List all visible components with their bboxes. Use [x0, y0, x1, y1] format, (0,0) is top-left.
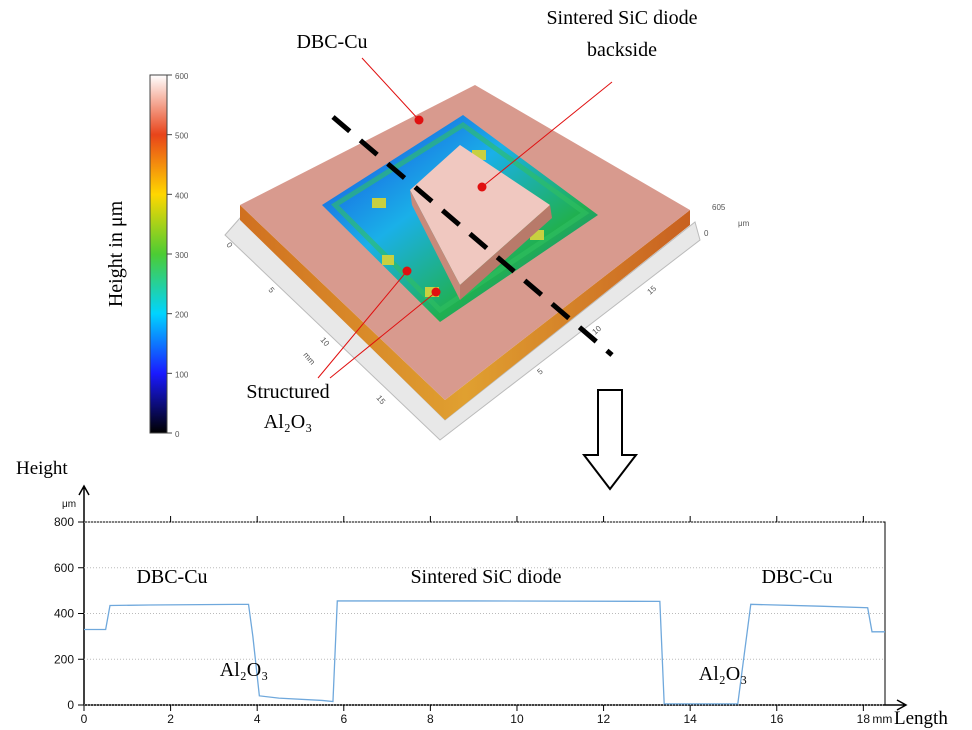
- y-axis-title: Height: [16, 458, 68, 479]
- y-tick-label: 200: [175, 311, 189, 320]
- page: DBC-Cu Sintered SiC diode backside Struc…: [0, 0, 972, 730]
- annotation: Al₂O₃: [699, 663, 747, 685]
- y-tick-label: 0: [67, 698, 74, 712]
- surface-axis-label: 15: [374, 394, 387, 407]
- x-tick-label: 18: [857, 712, 871, 726]
- x-tick-label: 14: [683, 712, 697, 726]
- figure: DBC-Cu Sintered SiC diode backside Struc…: [0, 0, 972, 730]
- y-tick-label: 500: [175, 132, 189, 141]
- surface-axis-label: 605: [712, 203, 726, 212]
- annotation: DBC-Cu: [761, 566, 832, 588]
- annotation: Sintered SiC diode: [410, 566, 561, 588]
- surface-axis-label: 5: [266, 286, 276, 296]
- y-tick-label: 400: [54, 607, 74, 621]
- y-unit: μm: [62, 499, 76, 510]
- x-tick-label: 6: [340, 712, 347, 726]
- surface-axis-label: mm: [301, 351, 317, 367]
- surface-axis-label: 0: [224, 241, 234, 251]
- x-tick-label: 2: [167, 712, 174, 726]
- profile-line: [84, 601, 885, 704]
- x-tick-label: 4: [254, 712, 261, 726]
- annotation: Al₂O₃: [220, 659, 268, 681]
- x-unit: mm: [872, 712, 892, 726]
- x-axis-title: Length: [894, 708, 948, 729]
- x-tick-label: 10: [510, 712, 524, 726]
- y-tick-label: 100: [175, 370, 189, 379]
- y-tick-label: 200: [54, 652, 74, 666]
- surface-axis-label: 0: [704, 229, 709, 238]
- label-al2o3: Structured: [246, 381, 329, 403]
- surface-axis-label: 15: [646, 284, 659, 297]
- surface-axis-label: μm: [738, 219, 750, 228]
- y-tick-label: 800: [54, 515, 74, 529]
- label-dbc: DBC-Cu: [296, 31, 367, 53]
- colorbar: [150, 75, 167, 433]
- x-tick-label: 8: [427, 712, 434, 726]
- label-diode: backside: [587, 39, 657, 61]
- annotation: DBC-Cu: [136, 566, 207, 588]
- x-tick-label: 0: [81, 712, 88, 726]
- surface-axis-label: 10: [591, 324, 604, 337]
- y-tick-label: 0: [175, 430, 180, 439]
- x-tick-label: 16: [770, 712, 784, 726]
- y-tick-label: 600: [54, 561, 74, 575]
- surface-axis-label: 5: [536, 366, 546, 376]
- surface-axis-label: 10: [318, 336, 331, 349]
- label-al2o3: Al₂O₃: [264, 411, 312, 433]
- label-diode: Sintered SiC diode: [546, 7, 697, 29]
- x-tick-label: 12: [597, 712, 611, 726]
- y-tick-label: 400: [175, 191, 189, 200]
- y-tick-label: 600: [175, 72, 189, 81]
- colorbar-title: Height in μm: [105, 200, 127, 307]
- y-tick-label: 300: [175, 251, 189, 260]
